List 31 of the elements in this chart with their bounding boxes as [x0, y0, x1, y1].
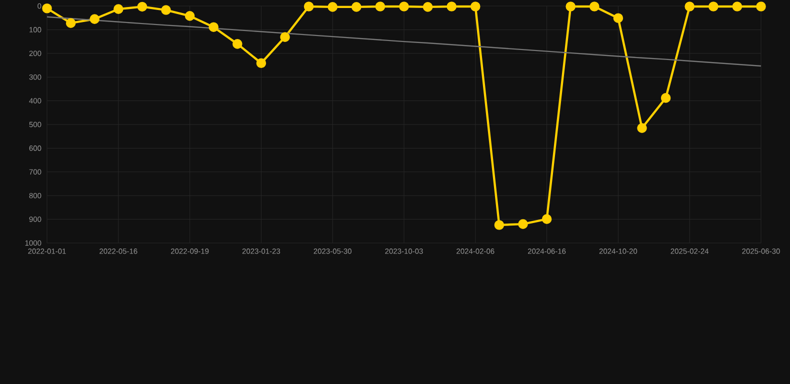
point: [90, 14, 100, 24]
point: [114, 4, 124, 14]
point: [470, 2, 480, 12]
point: [566, 2, 576, 12]
point: [590, 2, 600, 12]
point: [256, 58, 266, 68]
point: [232, 39, 242, 49]
point: [542, 214, 552, 224]
point: [708, 2, 718, 12]
point: [446, 2, 457, 12]
point: [684, 2, 695, 12]
point: [137, 2, 148, 12]
point: [304, 2, 314, 12]
point: [494, 220, 504, 230]
point: [184, 11, 195, 21]
point: [208, 22, 219, 32]
point: [399, 2, 409, 12]
point: [280, 32, 290, 42]
point: [352, 2, 362, 12]
point: [328, 2, 338, 12]
point: [518, 219, 528, 229]
point: [42, 3, 52, 14]
point: [66, 18, 76, 28]
point: [613, 13, 624, 23]
point: [756, 2, 766, 12]
point: [732, 2, 742, 12]
point: [161, 5, 171, 15]
point: [637, 123, 647, 133]
point: [375, 2, 386, 12]
point: [660, 93, 671, 103]
point: [422, 2, 433, 12]
